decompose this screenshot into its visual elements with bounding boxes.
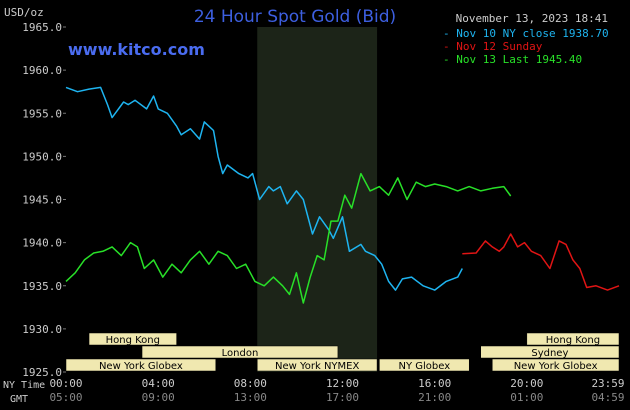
y-axis: 1925.0 1930.0 1935.0 1940.0 1945.0 1950.0 1955… — [22, 21, 66, 379]
x-tick-label-gmt: 05:00 — [49, 391, 82, 404]
x-tick-label-ny: 00:00 — [49, 377, 82, 390]
session-box — [480, 345, 620, 359]
x-tick-label-ny: 16:00 — [418, 377, 451, 390]
legend-entry: - Nov 12 Sunday — [443, 40, 543, 53]
session-label: Hong Kong — [546, 335, 600, 346]
session-label: London — [222, 348, 259, 359]
trading-sessions: Hong Kong Hong Kong London Sydney New York G… — [65, 332, 620, 372]
price-series-line — [462, 233, 620, 291]
timestamp-label: November 13, 2023 18:41 — [456, 12, 608, 25]
x-axis: NY Time GMT 00:00 04:00 08:00 12:00 16:00 20:00… — [3, 377, 625, 405]
x-tick-label-gmt: 13:00 — [234, 391, 267, 404]
x-tick-label-gmt: 09:00 — [142, 391, 175, 404]
session-label: New York Globex — [514, 361, 598, 372]
y-tick-label: 1930.0 — [22, 323, 62, 336]
session-label: Sydney — [531, 348, 568, 359]
website-label: www.kitco.com — [68, 40, 205, 59]
x-tick-label-gmt: 21:00 — [418, 391, 451, 404]
session-box — [141, 345, 339, 359]
session-box — [65, 358, 217, 372]
y-tick-label: 1935.0 — [22, 280, 62, 293]
session-box — [492, 358, 620, 372]
x-tick-label-ny: 20:00 — [510, 377, 543, 390]
x-tick-label-ny: 23:59 — [591, 377, 624, 390]
legend: - Nov 10 NY close 1938.70- Nov 12 Sunday… — [443, 27, 609, 66]
x-tick-label-gmt: 17:00 — [326, 391, 359, 404]
y-tick-label: 1955.0 — [22, 107, 62, 120]
y-tick-label: 1950.0 — [22, 150, 62, 163]
x-tick-label-ny: 12:00 — [326, 377, 359, 390]
y-axis-unit-label: USD/oz — [4, 6, 44, 19]
x-tick-label-ny: 08:00 — [234, 377, 267, 390]
y-tick-label: 1940.0 — [22, 237, 62, 250]
session-box — [88, 332, 177, 346]
legend-entry: - Nov 13 Last 1945.40 — [443, 53, 582, 66]
price-series — [65, 86, 620, 304]
session-label: New York Globex — [99, 361, 183, 372]
y-tick-label: 1965.0 — [22, 21, 62, 34]
session-box — [256, 358, 378, 372]
y-tick-label: 1945.0 — [22, 194, 62, 207]
session-label: New York NYMEX — [275, 361, 360, 372]
session-box — [379, 358, 470, 372]
session-label: NY Globex — [398, 361, 450, 372]
x-tick-label-ny: 04:00 — [142, 377, 175, 390]
ny-session-shade — [257, 27, 378, 372]
chart-title: 24 Hour Spot Gold (Bid) — [194, 7, 396, 27]
x-axis-row2-label: GMT — [10, 394, 28, 405]
y-tick-label: 1960.0 — [22, 64, 62, 77]
session-label: Hong Kong — [106, 335, 160, 346]
x-tick-label-gmt: 01:00 — [510, 391, 543, 404]
x-axis-row1-label: NY Time — [3, 380, 45, 391]
session-box — [526, 332, 620, 346]
price-series-line — [65, 172, 512, 304]
y-tick-label: 1925.0 — [22, 366, 62, 379]
legend-entry: - Nov 10 NY close 1938.70 — [443, 27, 609, 40]
x-tick-label-gmt: 04:59 — [591, 391, 624, 404]
price-series-line — [65, 86, 463, 291]
